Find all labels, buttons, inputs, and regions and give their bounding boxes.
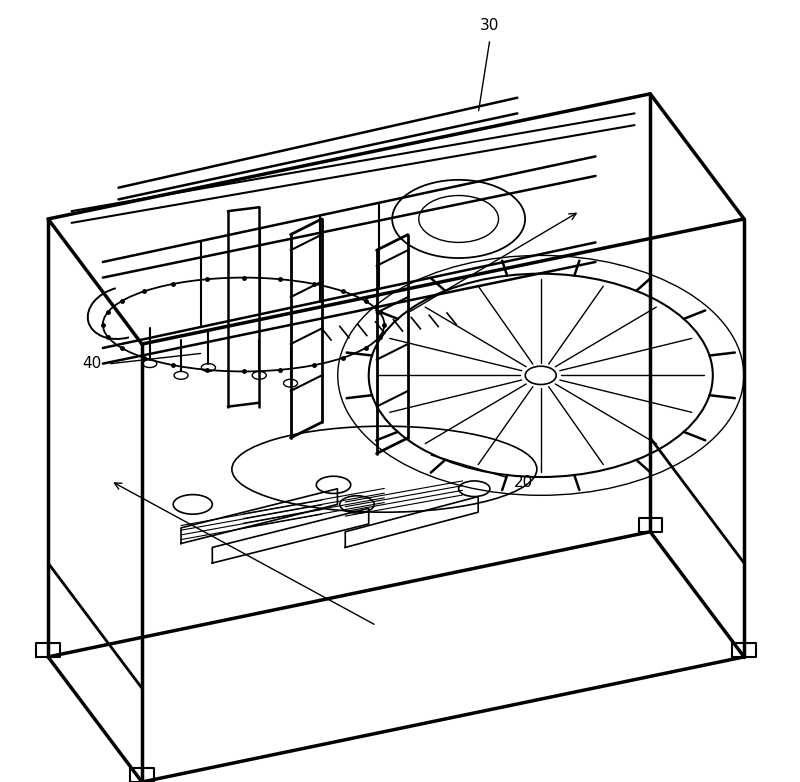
Text: 20: 20 (514, 475, 533, 490)
Text: 30: 30 (480, 18, 500, 33)
Text: 40: 40 (82, 356, 102, 371)
